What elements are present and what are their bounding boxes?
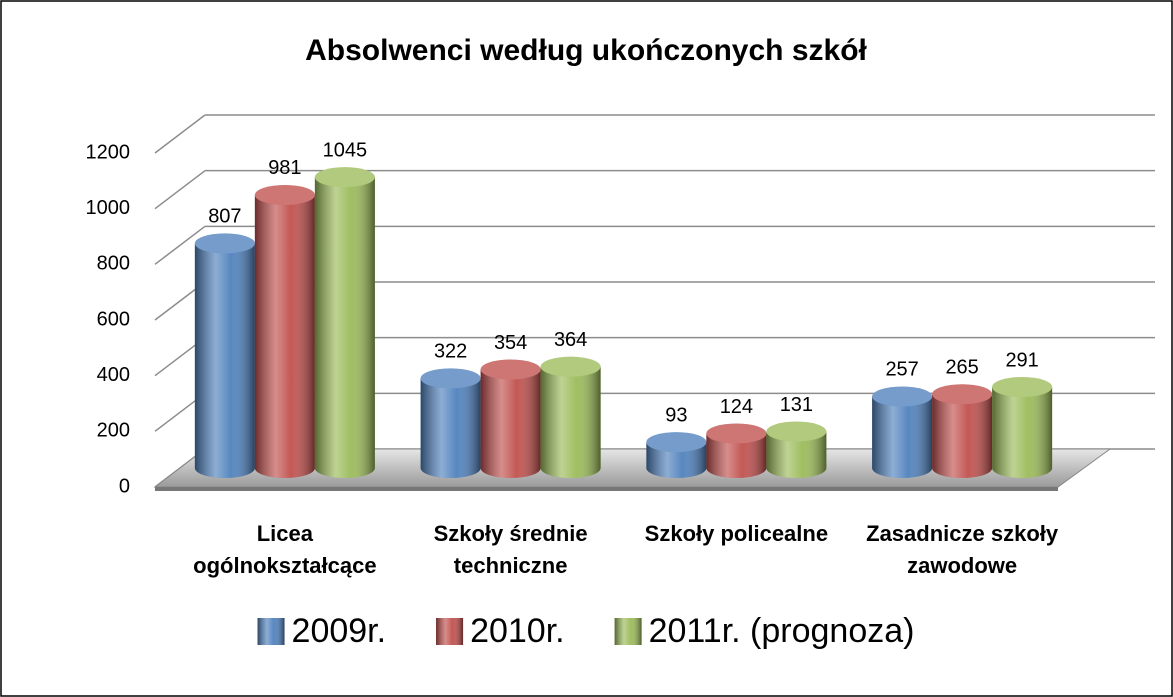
- bar-shade: [540, 366, 601, 478]
- floor-edge: [155, 487, 1058, 491]
- bar-top-shine: [646, 432, 707, 453]
- bar-shade: [932, 394, 993, 478]
- y-tick-label: 600: [97, 308, 130, 330]
- bar: [480, 359, 541, 478]
- value-label: 981: [268, 157, 301, 179]
- bar-shade: [254, 194, 315, 478]
- bar-top-shine: [540, 356, 601, 377]
- grid-line-side: [154, 225, 206, 265]
- legend-item: 2011r. (prognoza): [614, 612, 915, 650]
- grid-line-side: [154, 170, 206, 210]
- legend-swatch-shade: [257, 618, 285, 645]
- bar-top: [254, 184, 315, 205]
- bar-top-shine: [314, 167, 375, 188]
- bar: [540, 356, 601, 478]
- value-label: 354: [494, 332, 527, 354]
- value-label: 322: [434, 341, 467, 363]
- bar-top-shine: [420, 368, 481, 389]
- y-tick-label: 800: [97, 253, 130, 275]
- bar-top: [706, 423, 767, 444]
- value-label: 257: [885, 359, 918, 381]
- bar-top-shine: [706, 423, 767, 444]
- bar-shade: [766, 431, 827, 478]
- x-tick-label: Szkoły policealne: [644, 521, 829, 546]
- bar-shade: [992, 387, 1053, 478]
- bar-shade: [480, 369, 541, 478]
- bar-shade: [706, 433, 767, 478]
- x-tick-label: Szkoły średnie techniczne: [433, 521, 588, 578]
- value-label: 93: [665, 404, 687, 426]
- bar-top: [932, 384, 993, 405]
- value-label: 364: [554, 329, 587, 351]
- bar: [646, 432, 707, 478]
- legend-label: 2009r.: [292, 612, 387, 650]
- value-label: 124: [720, 396, 753, 418]
- bar-top-shine: [194, 233, 255, 254]
- bar-shade: [646, 442, 707, 478]
- bar-top: [766, 421, 827, 442]
- legend-item: 2009r.: [257, 612, 387, 650]
- bar-top-shine: [480, 359, 541, 380]
- bar: [314, 167, 375, 478]
- y-tick-label: 1200: [86, 141, 131, 163]
- x-tick-label: Zasadnicze szkoły zawodowe: [866, 521, 1059, 578]
- bar: [194, 233, 255, 478]
- legend-label: 2010r.: [470, 612, 565, 650]
- value-label: 1045: [323, 139, 368, 161]
- bar-top: [314, 167, 375, 188]
- bar-top: [480, 359, 541, 380]
- bar: [992, 377, 1053, 478]
- bar: [420, 368, 481, 478]
- value-label: 291: [1005, 349, 1038, 371]
- bar-top-shine: [992, 377, 1053, 398]
- bar-shade: [194, 243, 255, 478]
- y-tick-label: 200: [97, 420, 130, 442]
- y-tick-label: 400: [97, 364, 130, 386]
- bar-top-shine: [254, 184, 315, 205]
- bar-top: [872, 386, 933, 407]
- legend-swatch-shade: [436, 618, 464, 645]
- chart-title: Absolwenci według ukończonych szkół: [305, 34, 867, 67]
- bar: [254, 184, 315, 478]
- bar-top-shine: [932, 384, 993, 405]
- bar-shade: [420, 378, 481, 478]
- legend-swatch-shade: [614, 618, 642, 645]
- bar-top: [194, 233, 255, 254]
- grid-line-side: [154, 114, 206, 154]
- bar: [932, 384, 993, 478]
- bar: [872, 386, 933, 478]
- x-tick-label: Licea ogólnokształcące: [193, 521, 377, 578]
- bar-top: [540, 356, 601, 377]
- legend-item: 2010r.: [436, 612, 565, 650]
- bar-shade: [314, 177, 375, 478]
- y-tick-label: 1000: [86, 197, 131, 219]
- value-label: 807: [208, 206, 241, 228]
- bar-top: [646, 432, 707, 453]
- bar-top: [992, 377, 1053, 398]
- bar-top-shine: [766, 421, 827, 442]
- y-tick-label: 0: [119, 475, 130, 497]
- bar-top-shine: [872, 386, 933, 407]
- bar: [766, 421, 827, 478]
- bar-shade: [872, 396, 933, 478]
- value-label: 265: [945, 357, 978, 379]
- value-label: 131: [780, 394, 813, 416]
- legend-label: 2011r. (prognoza): [649, 612, 915, 650]
- bar: [706, 423, 767, 478]
- bar-top: [420, 368, 481, 389]
